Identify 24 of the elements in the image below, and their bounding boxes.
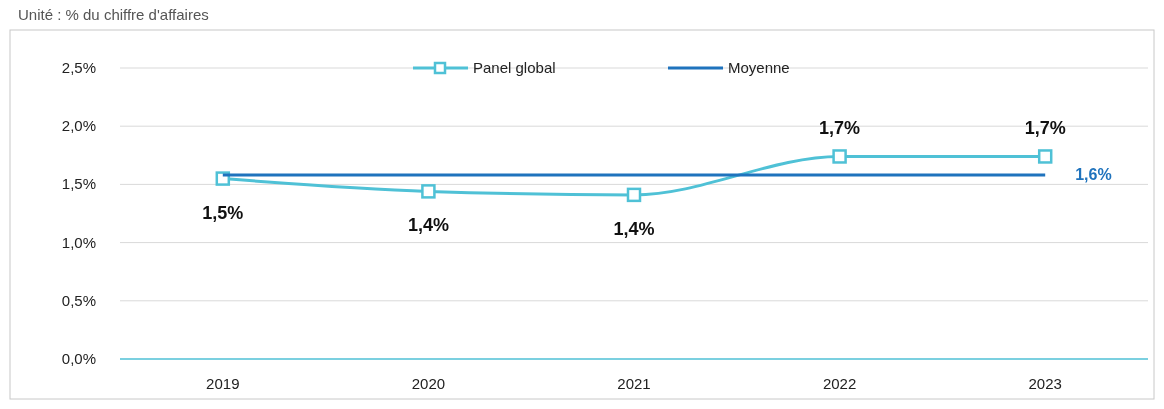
legend-label: Moyenne	[728, 59, 790, 76]
x-tick-label: 2021	[617, 375, 651, 392]
x-tick-label: 2019	[206, 375, 240, 392]
y-tick-label: 1,0%	[61, 233, 96, 251]
data-label: 1,5%	[202, 202, 244, 223]
point	[832, 149, 847, 164]
y-tick-label: 1,5%	[61, 175, 96, 193]
data-label: 1,4%	[407, 215, 449, 236]
y-tick-label: 0,5%	[61, 291, 96, 309]
x-tick-label: 2023	[1028, 375, 1062, 392]
y-tick-label: 0,0%	[61, 350, 96, 367]
data-label: 1,7%	[819, 118, 861, 139]
x-tick-label: 2022	[822, 375, 857, 392]
y-tick-label: 2,5%	[61, 59, 96, 76]
chart-subtitle: Unité : % du chiffre d'affaires	[18, 6, 209, 23]
point	[1037, 149, 1053, 164]
x-tick-label: 2020	[411, 375, 446, 392]
data-label: 1,6%	[1075, 166, 1112, 184]
y-tick-label: 2,0%	[61, 117, 96, 135]
point	[421, 184, 436, 199]
point	[626, 187, 642, 203]
legend-label: Panel global	[473, 59, 556, 76]
data-label: 1,4%	[613, 218, 655, 239]
data-label: 1,7%	[1024, 118, 1066, 139]
